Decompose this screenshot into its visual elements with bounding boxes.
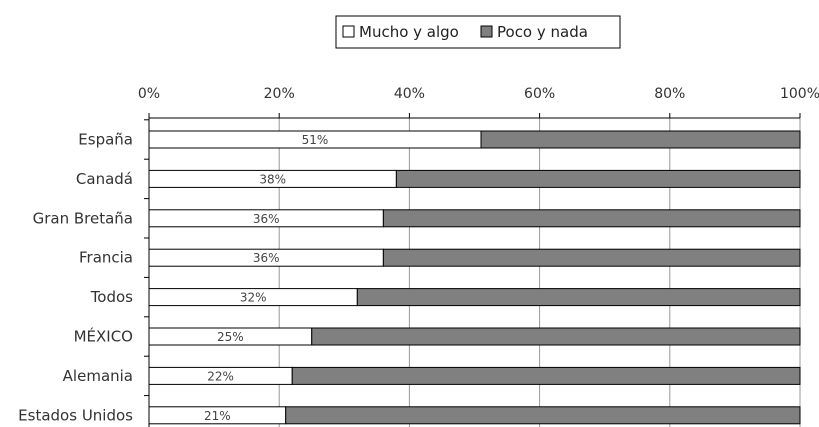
bar-segment-poco-y-nada <box>291 366 801 385</box>
bar-segment-poco-y-nada <box>382 209 801 228</box>
bars: 51% 38% 36% 36% 32% 25% 22% 21% <box>148 130 801 425</box>
legend-frame <box>335 15 621 49</box>
bar-segment-poco-y-nada <box>285 406 801 425</box>
data-label: 36% <box>253 251 280 265</box>
x-tick-label: 100% <box>780 86 819 102</box>
legend-label-mucho-y-algo: Mucho y algo <box>359 23 459 41</box>
data-label: 36% <box>253 212 280 226</box>
legend-swatch-mucho-y-algo <box>342 25 355 38</box>
x-axis: 0% 20% 40% 60% 80% 100% <box>138 86 819 119</box>
data-label: 21% <box>204 409 231 423</box>
bar-segment-poco-y-nada <box>356 288 801 307</box>
data-label: 38% <box>259 172 286 186</box>
bar-segment-poco-y-nada <box>311 327 801 346</box>
category-label: Alemania <box>63 367 133 385</box>
category-label: España <box>78 131 133 149</box>
legend-label-poco-y-nada: Poco y nada <box>497 23 588 41</box>
legend-swatch-poco-y-nada <box>480 25 493 38</box>
category-label: Todos <box>90 288 133 306</box>
bar-segment-poco-y-nada <box>480 130 801 149</box>
category-label: Estados Unidos <box>18 406 133 424</box>
data-label: 51% <box>302 133 329 147</box>
y-axis: España Canadá Gran Bretaña Francia Todos MÉXI… <box>18 118 150 427</box>
category-label: Gran Bretaña <box>33 209 133 227</box>
legend: Mucho y algo Poco y nada <box>335 15 621 49</box>
bar-segment-poco-y-nada <box>382 248 801 267</box>
data-label: 22% <box>207 369 234 383</box>
x-tick-label: 40% <box>394 86 425 102</box>
category-label: Canadá <box>76 170 133 188</box>
bar-segment-poco-y-nada <box>395 169 801 188</box>
x-tick-label: 80% <box>654 86 685 102</box>
x-tick-label: 0% <box>138 86 160 102</box>
x-tick-label: 20% <box>264 86 295 102</box>
x-tick-label: 60% <box>524 86 555 102</box>
data-label: 32% <box>240 291 267 305</box>
category-label: MÉXICO <box>74 327 133 346</box>
category-label: Francia <box>79 249 133 267</box>
data-label: 25% <box>217 330 244 344</box>
